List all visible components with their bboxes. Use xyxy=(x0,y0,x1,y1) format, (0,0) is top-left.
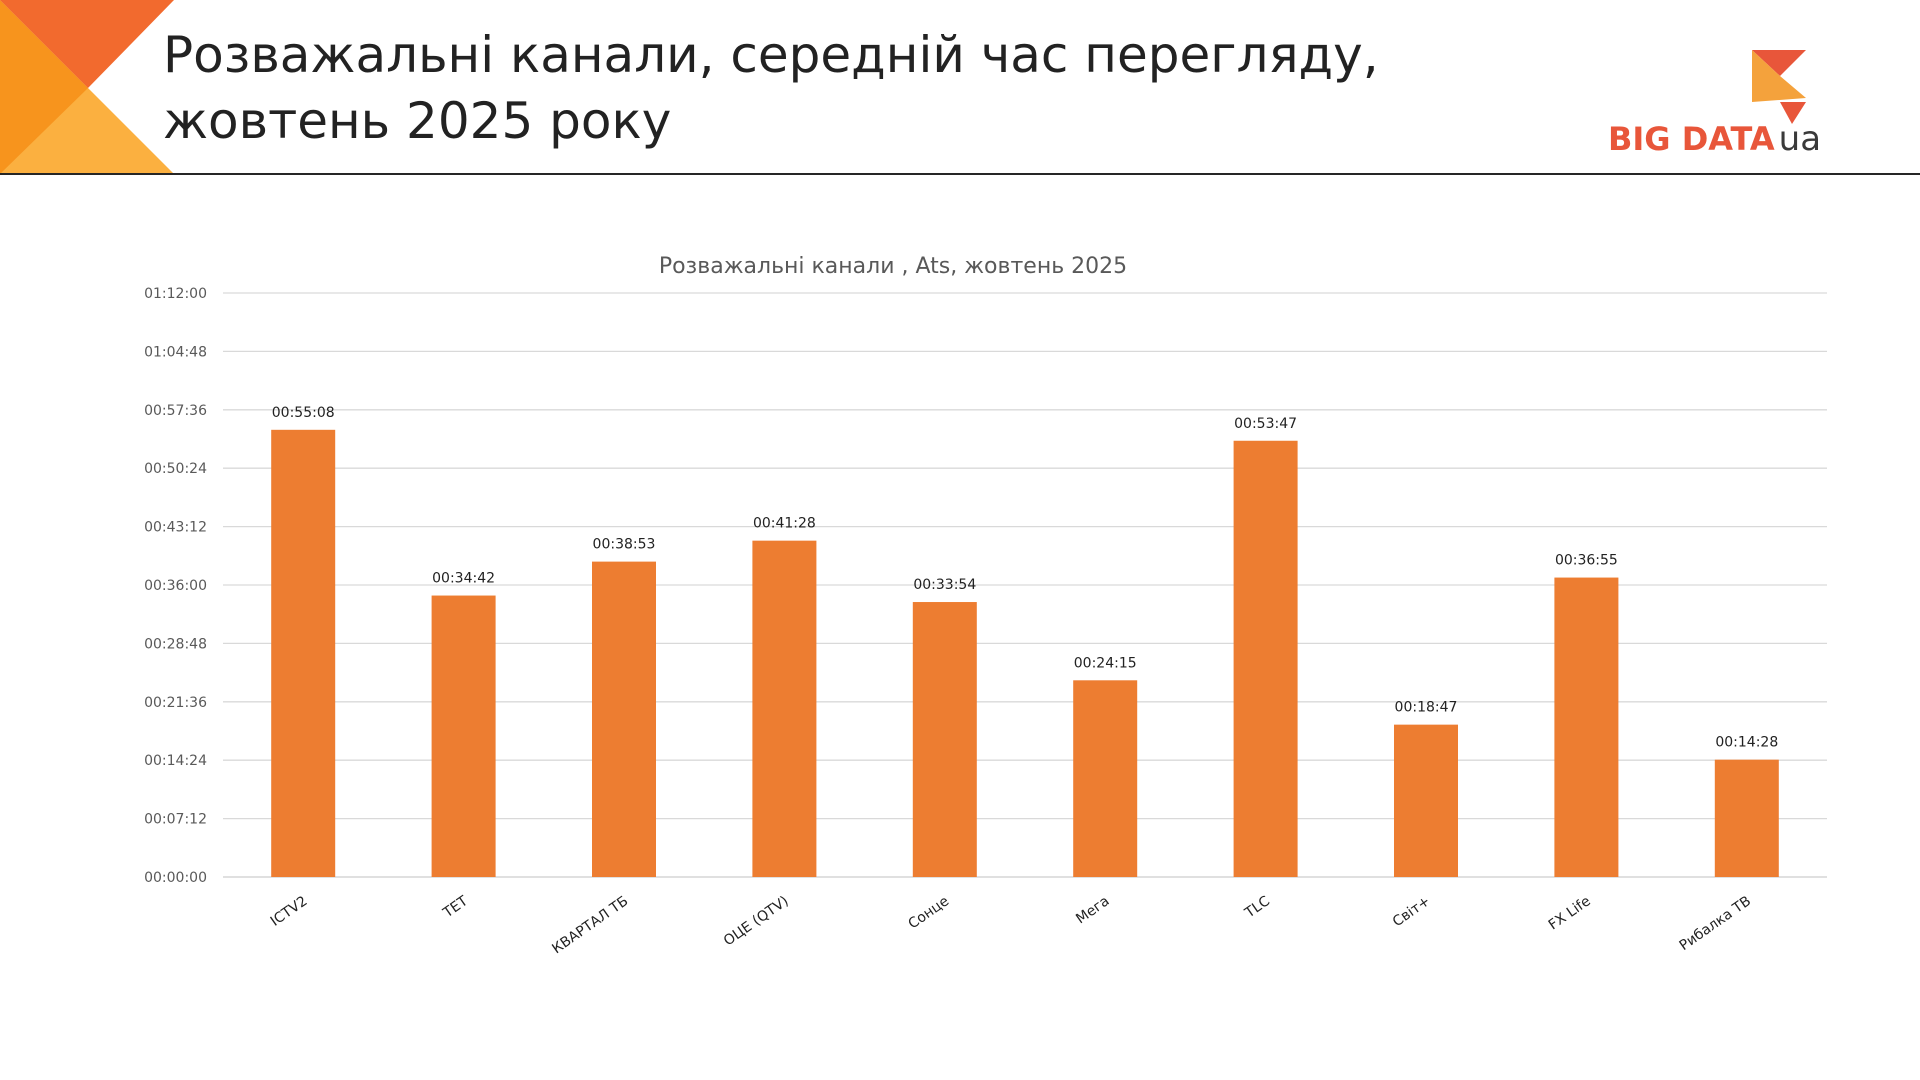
corner-triangle-mid xyxy=(0,0,88,174)
logo-text-sub: ua xyxy=(1778,119,1822,159)
header-divider xyxy=(0,173,1920,175)
logo-mark-top xyxy=(1752,50,1806,76)
y-tick-label: 01:12:00 xyxy=(144,286,207,302)
title-line-2: жовтень 2025 року xyxy=(163,92,672,150)
title-line-1: Розважальні канали, середній час перегля… xyxy=(163,26,1379,84)
data-label: 00:24:15 xyxy=(1074,655,1137,671)
data-label: 00:14:28 xyxy=(1715,735,1778,751)
bar xyxy=(1394,724,1458,877)
corner-decoration xyxy=(0,0,174,174)
bar xyxy=(271,429,336,877)
y-tick-label: 00:50:24 xyxy=(144,461,207,477)
data-label: 00:55:08 xyxy=(272,405,335,421)
x-tick-label: Сонце xyxy=(906,893,953,932)
data-label: 00:36:55 xyxy=(1555,553,1618,569)
big-data-ua-logo: BIG DATA ua xyxy=(1600,44,1840,164)
y-tick-label: 00:14:24 xyxy=(144,753,207,769)
bar xyxy=(1233,440,1298,877)
chart-title: Розважальні канали , Ats, жовтень 2025 xyxy=(659,254,1127,279)
y-tick-label: 00:21:36 xyxy=(144,695,207,711)
bar xyxy=(1073,680,1138,877)
corner-triangle-dark xyxy=(0,0,174,88)
x-tick-label: Мега xyxy=(1073,893,1112,927)
x-tick-label: Світ+ xyxy=(1390,893,1433,930)
y-tick-label: 00:07:12 xyxy=(144,812,207,828)
y-tick-label: 00:36:00 xyxy=(144,578,207,594)
x-tick-label: ICTV2 xyxy=(268,893,311,930)
data-label: 00:38:53 xyxy=(593,537,656,553)
logo-mark-bottom xyxy=(1780,102,1806,124)
x-tick-label: КВАРТАЛ ТБ xyxy=(549,893,631,957)
logo-text-main: BIG DATA xyxy=(1608,120,1775,158)
y-tick-label: 00:28:48 xyxy=(144,636,207,652)
logo-wordmark: BIG DATA ua xyxy=(1608,119,1821,159)
bar xyxy=(431,595,496,877)
data-label: 00:53:47 xyxy=(1234,416,1297,432)
bar xyxy=(592,561,656,877)
bar xyxy=(1714,759,1779,877)
logo-mark-icon xyxy=(1752,50,1806,124)
bar xyxy=(752,540,817,877)
x-tick-label: FX Life xyxy=(1546,893,1594,933)
bar-chart: Розважальні канали , Ats, жовтень 2025 0… xyxy=(144,254,1827,957)
x-tick-label: ТЕТ xyxy=(440,893,472,922)
data-label: 00:33:54 xyxy=(913,577,976,593)
logo-mark-middle xyxy=(1752,50,1806,102)
data-label: 00:34:42 xyxy=(432,571,495,587)
y-tick-label: 00:43:12 xyxy=(144,520,207,536)
data-label: 00:18:47 xyxy=(1395,700,1458,716)
y-tick-label: 00:00:00 xyxy=(144,870,207,886)
x-tick-label: ОЦЕ (QTV) xyxy=(721,893,792,949)
x-axis-ticks: ICTV2 ТЕТ КВАРТАЛ ТБ ОЦЕ (QTV) Сонце Мега TLC С… xyxy=(268,893,1754,957)
y-tick-label: 01:04:48 xyxy=(144,344,207,360)
x-tick-label: Рибалка ТВ xyxy=(1677,893,1754,954)
y-tick-label: 00:57:36 xyxy=(144,403,207,419)
bar xyxy=(912,602,977,877)
y-axis-ticks: 00:00:00 00:07:12 00:14:24 00:21:36 00:28:48… xyxy=(144,286,207,886)
bar xyxy=(1554,577,1619,877)
page-title: Розважальні канали, середній час перегля… xyxy=(163,22,1379,154)
data-label: 00:41:28 xyxy=(753,516,816,532)
data-labels: 00:55:08 00:34:42 00:38:53 00:41:28 00:33:54… xyxy=(272,405,1778,751)
bars xyxy=(271,429,1779,877)
x-tick-label: TLC xyxy=(1241,893,1273,922)
